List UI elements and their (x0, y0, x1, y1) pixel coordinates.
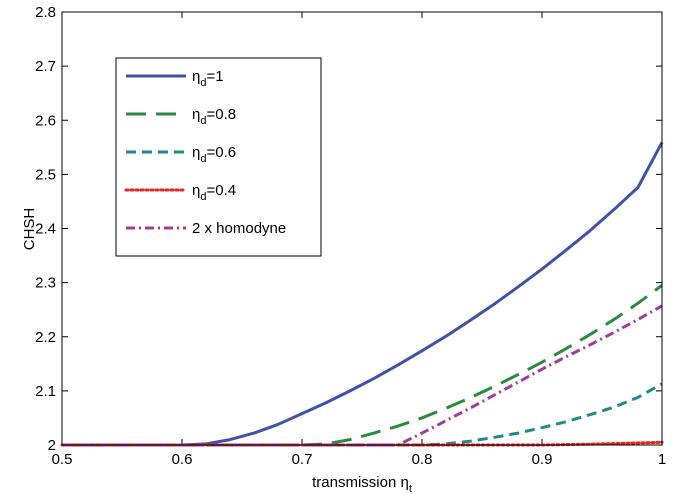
y-tick-label: 2.2 (35, 329, 56, 346)
y-tick-label: 2.1 (35, 383, 56, 400)
x-axis-label-sub: t (409, 483, 412, 494)
x-tick-label: 0.6 (172, 451, 193, 468)
y-tick-label: 2 (48, 437, 56, 454)
y-tick-label: 2.8 (35, 4, 56, 21)
x-tick-label: 0.8 (412, 451, 433, 468)
y-tick-label: 2.5 (35, 166, 56, 183)
y-tick-label: 2.4 (35, 221, 56, 238)
x-axis-label-base: transmission η (312, 474, 409, 491)
x-tick-label: 1 (658, 451, 666, 468)
series-line-4 (62, 306, 662, 445)
legend-label-4: 2 x homodyne (192, 220, 286, 237)
x-tick-label: 0.7 (292, 451, 313, 468)
legend: ηd=1ηd=0.8ηd=0.6ηd=0.42 x homodyne (116, 58, 321, 256)
y-tick-label: 2.7 (35, 58, 56, 75)
x-axis-label: transmission ηt (312, 474, 412, 494)
x-tick-label: 0.9 (532, 451, 553, 468)
y-axis-label: CHSH (21, 208, 38, 251)
y-tick-label: 2.3 (35, 275, 56, 292)
y-tick-label: 2.6 (35, 112, 56, 129)
